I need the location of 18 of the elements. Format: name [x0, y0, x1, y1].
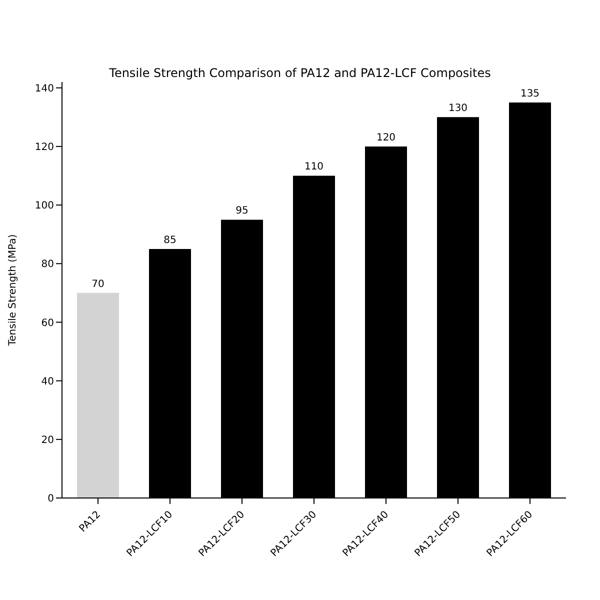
y-axis-title: Tensile Strength (MPa) [8, 234, 19, 347]
y-tick-label: 60 [41, 318, 54, 329]
chart-title: Tensile Strength Comparison of PA12 and PA12-LCF Composites [108, 66, 492, 80]
y-tick-label: 20 [41, 434, 54, 446]
data-label: 70 [92, 278, 104, 290]
y-tick-label: 120 [34, 142, 54, 153]
y-tick-label: 80 [41, 259, 54, 270]
y-tick-label: 100 [34, 200, 54, 212]
data-label: 95 [236, 206, 248, 217]
y-tick-label: 140 [34, 83, 54, 94]
data-label: 85 [164, 234, 176, 246]
data-label: 110 [304, 162, 324, 173]
data-label: 130 [448, 103, 468, 114]
data-label: 120 [376, 132, 396, 144]
y-tick-label: 0 [48, 494, 54, 505]
data-label: 135 [520, 88, 540, 100]
bar [77, 292, 119, 498]
y-tick-label: 40 [41, 376, 54, 388]
